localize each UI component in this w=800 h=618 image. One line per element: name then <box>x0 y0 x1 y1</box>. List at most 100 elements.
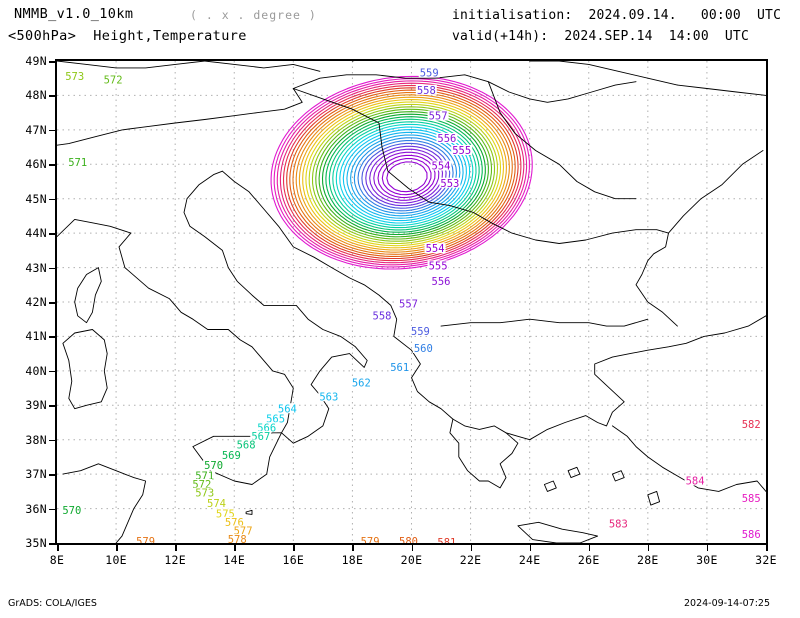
contour-label: 582 <box>742 419 761 431</box>
y-tick <box>49 164 55 166</box>
coastline <box>57 61 206 69</box>
x-tick <box>411 545 413 551</box>
level-field-title: <500hPa> Height,Temperature <box>8 28 247 44</box>
contour-label-bg <box>194 487 216 498</box>
x-axis-label: 14E <box>223 553 246 567</box>
x-axis-label: 12E <box>164 553 186 567</box>
contour-label-bg <box>203 460 225 470</box>
contour-label-bg <box>220 449 242 460</box>
coastline <box>449 418 519 489</box>
x-tick <box>352 545 354 551</box>
contour-label-bg <box>740 418 762 429</box>
contour-label-bg <box>276 403 298 414</box>
contour-line-556 <box>373 151 440 201</box>
contour-label: 559 <box>411 326 430 338</box>
contour-label-bg <box>318 391 340 402</box>
contour-label-bg <box>214 508 236 519</box>
contour-label-bg <box>436 536 458 543</box>
contour-label: 554 <box>432 161 451 173</box>
contour-label: 578 <box>228 534 247 543</box>
contour-label: 560 <box>414 343 433 355</box>
contour-line-554 <box>381 158 432 196</box>
contour-label-bg <box>398 298 419 309</box>
contour-line-584 <box>276 80 528 266</box>
y-axis-label: 42N <box>25 295 47 309</box>
y-axis-label: 47N <box>25 122 47 137</box>
coastline <box>529 61 678 86</box>
contour-line-586 <box>270 75 533 270</box>
contour-label-bg <box>102 74 124 85</box>
y-tick <box>49 474 55 476</box>
x-tick <box>529 545 532 551</box>
x-axis-label: 26E <box>577 553 600 567</box>
contour-label: 583 <box>609 519 628 531</box>
y-tick <box>49 543 55 545</box>
coastline <box>62 463 147 543</box>
contour-line-576 <box>302 99 505 249</box>
contour-label-bg <box>740 492 762 503</box>
contour-label: 569 <box>222 450 241 462</box>
contour-label: 564 <box>278 403 297 415</box>
contour-line-558 <box>365 145 447 207</box>
coastline <box>292 88 669 244</box>
contour-label-bg <box>359 535 381 543</box>
y-axis-label: 45N <box>25 191 47 206</box>
contour-label-bg <box>418 67 440 78</box>
contour-label-bg <box>194 470 216 481</box>
x-tick <box>234 545 236 551</box>
contour-label: 571 <box>68 157 87 169</box>
y-tick <box>49 405 55 407</box>
coastline <box>62 329 108 410</box>
contour-plot-svg: 5595585575565555545535545555565575585595… <box>57 61 766 543</box>
contour-label-bg <box>191 479 213 489</box>
contour-line-568 <box>328 118 480 231</box>
contour-label: 555 <box>429 261 448 273</box>
x-axis-label: 10E <box>105 553 127 567</box>
x-axis-label: 18E <box>341 553 364 567</box>
contour-label: 570 <box>62 505 81 517</box>
contour-label: 572 <box>104 75 123 87</box>
contour-label-bg <box>350 377 372 388</box>
contour-label: 581 <box>437 537 456 543</box>
contour-line-569 <box>325 116 483 233</box>
contour-line-565 <box>339 126 471 224</box>
contour-label-bg <box>412 343 434 353</box>
contour-line-573 <box>311 106 496 242</box>
contour-line-559 <box>361 142 451 209</box>
coastline-layer <box>57 61 766 543</box>
contour-label-bg <box>427 260 449 271</box>
x-tick <box>706 545 709 551</box>
contour-label-bg <box>415 84 437 95</box>
y-axis-label: 43N <box>25 260 47 275</box>
contour-line-583 <box>279 82 525 264</box>
contour-line-567 <box>332 121 477 229</box>
y-axis-label: 36N <box>25 501 47 516</box>
contour-label-bg <box>232 525 254 536</box>
y-tick <box>49 95 55 97</box>
contour-label-bg <box>226 534 248 543</box>
y-axis-label: 39N <box>25 398 47 413</box>
x-tick <box>588 545 591 551</box>
coastline <box>245 509 253 515</box>
contour-line-553 <box>386 161 428 193</box>
x-tick <box>647 545 650 551</box>
x-axis-label: 24E <box>518 553 541 567</box>
y-tick <box>49 198 55 201</box>
contour-label: 556 <box>432 276 451 288</box>
coastline <box>57 88 303 146</box>
y-axis-label: 48N <box>25 88 47 103</box>
x-axis-label: 28E <box>636 553 659 567</box>
contour-label: 555 <box>452 145 471 157</box>
coastline <box>611 425 766 492</box>
y-axis-label: 49N <box>25 54 47 68</box>
x-axis-label: 16E <box>282 553 305 567</box>
x-tick <box>116 545 118 551</box>
grid-layer <box>57 61 766 543</box>
contour-line-555 <box>377 154 436 199</box>
contour-line-575 <box>305 101 502 247</box>
y-tick <box>49 370 55 373</box>
contour-label: 579 <box>361 536 380 543</box>
y-tick <box>49 267 55 270</box>
y-axis-label: 46N <box>25 157 47 172</box>
